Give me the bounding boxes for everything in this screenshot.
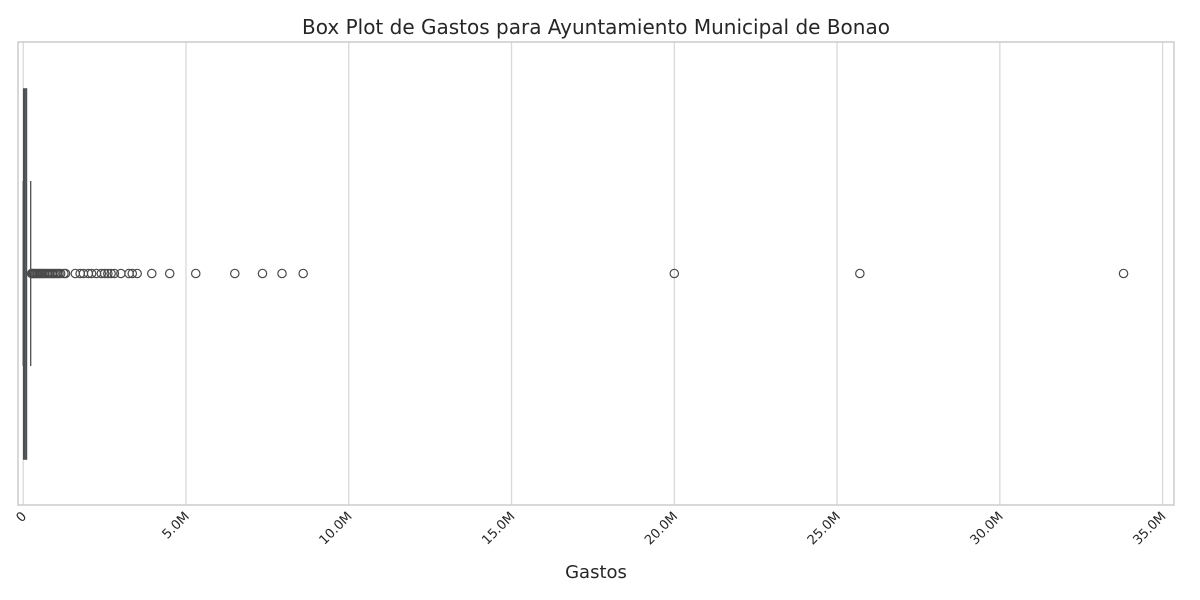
outlier-point (55, 268, 66, 279)
outlier-point (96, 268, 107, 279)
outlier-point (99, 268, 110, 279)
outlier-point (277, 268, 287, 279)
outlier-point (190, 268, 201, 279)
outlier-layer (26, 268, 1129, 279)
x-tick-label: 5.0M (160, 509, 193, 542)
outlier-point (164, 268, 175, 279)
outlier-point (230, 268, 240, 279)
outlier-point (109, 268, 120, 279)
outlier-point (1118, 268, 1129, 279)
outlier-point (669, 268, 680, 279)
outlier-point (127, 268, 138, 279)
x-tick-label: 25.0M (805, 509, 844, 548)
x-tick-label: 35.0M (1130, 509, 1169, 548)
x-axis-label: Gastos (565, 562, 627, 583)
outlier-point (70, 268, 81, 279)
outlier-point (298, 268, 308, 279)
outlier-point (106, 268, 116, 279)
outlier-point (116, 268, 126, 279)
chart-title: Box Plot de Gastos para Ayuntamiento Mun… (302, 15, 890, 39)
x-tick-label: 20.0M (642, 509, 681, 548)
outlier-point (103, 268, 113, 279)
outlier-point (257, 268, 268, 279)
plot-area-frame (17, 41, 1175, 506)
outlier-point (132, 268, 142, 279)
outlier-point (855, 268, 865, 279)
x-tick-label: 30.0M (968, 509, 1007, 548)
x-tick-label: 15.0M (479, 509, 518, 548)
outlier-point (91, 268, 102, 279)
grid-layer (22, 42, 1164, 505)
box-layer (22, 88, 32, 460)
outlier-point (146, 268, 157, 279)
outlier-point (86, 268, 97, 279)
x-tick-labels: 0 5.0M 10.0M 15.0M 20.0M 25.0M 30.0M 35.0M (14, 509, 1170, 548)
x-tick-label: 10.0M (317, 509, 356, 548)
x-tick-label: 0 (14, 509, 30, 525)
outlier-point (60, 268, 71, 279)
